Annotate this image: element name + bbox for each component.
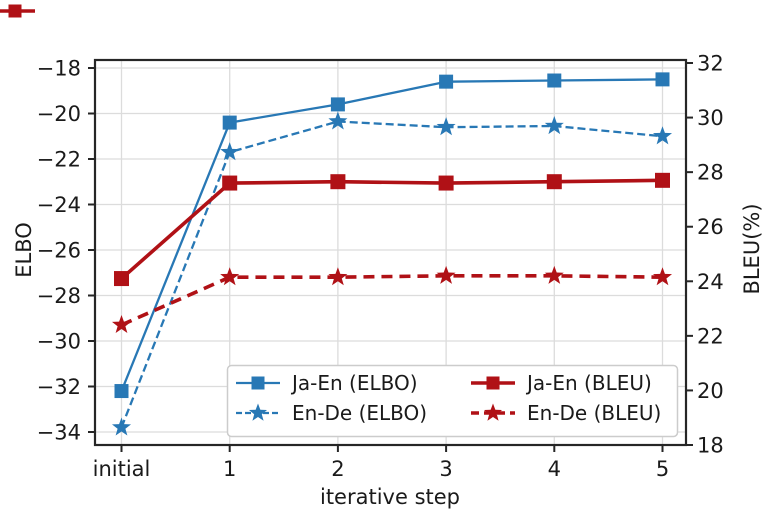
marker-star-en-de-bleu-: [544, 265, 564, 284]
tick-label-left: −26: [37, 239, 81, 263]
marker-square-ja-en-bleu-: [546, 174, 562, 190]
y-axis-label-left: ELBO: [12, 222, 36, 278]
marker-square-ja-en-elbo-: [330, 97, 345, 112]
legend-entry-ja-en-bleu--label: Ja-En (BLEU): [525, 371, 652, 395]
marker-square-ja-en-elbo-: [222, 115, 237, 130]
marker-square-ja-en-elbo-: [439, 74, 454, 89]
legend-entry-en-de-bleu--label: En-De (BLEU): [527, 401, 661, 425]
legend-entry-ja-en-elbo--label: Ja-En (ELBO): [290, 371, 418, 395]
marker-star-en-de-bleu-: [220, 267, 240, 286]
marker-square-ja-en-bleu-: [655, 172, 670, 188]
tick-label-left: −24: [37, 193, 81, 217]
legend-box: [226, 364, 679, 438]
marker-star-en-de-elbo-: [220, 142, 240, 161]
tick-label-left: −18: [37, 57, 81, 81]
marker-star-en-de-bleu-: [652, 267, 673, 286]
marker-square-ja-en-elbo-: [114, 384, 129, 399]
tick-label-x: 2: [331, 457, 344, 481]
tick-label-left: −30: [37, 330, 81, 354]
tick-label-left: −34: [37, 421, 81, 445]
marker-star-en-de-elbo-: [652, 126, 673, 145]
tick-label-right: 32: [697, 52, 724, 76]
tick-label-right: 28: [697, 161, 724, 185]
marker-star-en-de-bleu-: [436, 265, 456, 284]
marker-star-en-de-bleu-: [111, 314, 132, 334]
tick-label-x: 4: [548, 457, 561, 481]
tick-label-x: 1: [223, 457, 236, 481]
axes-spines: [93, 58, 688, 447]
marker-square-ja-en-bleu-: [438, 175, 454, 191]
y-axis-label-right: BLEU(%): [740, 203, 764, 295]
cropped-marker-fragment-square: [8, 4, 22, 18]
marker-star-en-de-bleu-: [328, 267, 348, 286]
tick-label-x: 5: [656, 457, 669, 481]
marker-square-ja-en-elbo-: [655, 72, 670, 87]
marker-square-ja-en-elbo-: [547, 73, 562, 88]
marker-square-ja-en-bleu-: [114, 271, 129, 287]
tick-label-right: 20: [697, 379, 724, 403]
tick-label-right: 22: [697, 324, 724, 348]
marker-star-en-de-elbo-: [328, 111, 348, 130]
tick-label-right: 26: [697, 215, 724, 239]
marker-star-en-de-elbo-: [436, 117, 456, 136]
legend-entry-ja-en-bleu--marker: [486, 376, 500, 390]
tick-label-right: 30: [697, 106, 724, 130]
tick-label-right: 18: [697, 434, 724, 458]
tick-label-x: initial: [93, 457, 151, 481]
marker-star-en-de-elbo-: [111, 417, 132, 436]
legend-entry-en-de-elbo--marker: [248, 403, 268, 421]
marker-star-en-de-elbo-: [544, 116, 564, 135]
marker-square-ja-en-bleu-: [222, 175, 238, 191]
series-line-ja-en-elbo-: [120, 78, 663, 392]
tick-label-x: 3: [439, 457, 452, 481]
tick-label-left: −22: [37, 148, 81, 172]
tick-label-right: 24: [697, 270, 724, 294]
legend-entry-en-de-bleu--marker: [483, 403, 503, 421]
legend-entry-en-de-elbo--label: En-De (ELBO): [292, 401, 427, 425]
tick-label-left: −32: [37, 375, 81, 399]
x-axis-label: iterative step: [319, 485, 461, 509]
legend-entry-ja-en-elbo--marker: [251, 376, 265, 390]
series-line-en-de-bleu-: [120, 274, 663, 327]
series-line-ja-en-bleu-: [120, 178, 663, 280]
tick-label-left: −28: [37, 284, 81, 308]
marker-square-ja-en-bleu-: [330, 174, 346, 190]
tick-label-left: −20: [37, 102, 81, 126]
